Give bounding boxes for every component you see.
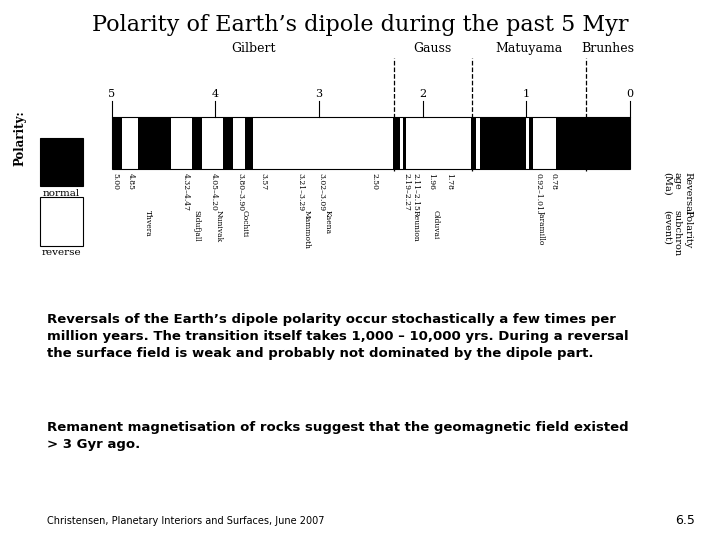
Bar (192, 117, 202, 169)
Text: Sidufjall: Sidufjall (192, 210, 200, 241)
Text: Christensen, Planetary Interiors and Surfaces, June 2007: Christensen, Planetary Interiors and Sur… (47, 516, 324, 526)
Text: Mammoth: Mammoth (302, 210, 310, 248)
Text: Polarity of Earth’s dipole during the past 5 Myr: Polarity of Earth’s dipole during the pa… (91, 14, 629, 36)
Bar (223, 117, 233, 169)
Bar (529, 117, 533, 169)
Text: Jaramillo: Jaramillo (538, 210, 546, 244)
Text: Cochiti: Cochiti (240, 210, 248, 237)
Bar (403, 117, 406, 169)
Text: Kaena: Kaena (323, 210, 331, 234)
Text: Thvera: Thvera (144, 210, 152, 237)
Text: 2.11–2.15: 2.11–2.15 (411, 173, 419, 211)
Text: 0.78: 0.78 (549, 173, 557, 190)
Text: 3: 3 (315, 89, 323, 99)
Text: 1.96: 1.96 (427, 173, 435, 190)
Bar (171, 117, 192, 169)
Text: 3.80–3.90: 3.80–3.90 (236, 173, 244, 212)
Bar (564, 117, 630, 169)
Text: Reunion: Reunion (411, 210, 419, 241)
Bar (406, 117, 471, 169)
Text: Reversal
age
(Ma): Reversal age (Ma) (662, 172, 692, 215)
Text: 5.00: 5.00 (112, 173, 120, 190)
Text: 6.5: 6.5 (675, 514, 695, 526)
Bar (533, 117, 557, 169)
Text: 1: 1 (523, 89, 530, 99)
Text: Polarity:: Polarity: (14, 110, 27, 166)
Bar (40, 197, 83, 246)
Bar (526, 117, 529, 169)
Bar (393, 117, 400, 169)
Text: reverse: reverse (41, 248, 81, 258)
Text: Gilbert: Gilbert (231, 42, 275, 55)
Text: 3.57: 3.57 (260, 173, 268, 191)
Bar (202, 117, 223, 169)
Text: 4.05–4.20: 4.05–4.20 (210, 173, 218, 211)
Text: 5: 5 (108, 89, 115, 99)
Text: Brunhes: Brunhes (582, 42, 635, 55)
Bar (112, 117, 122, 169)
Bar (476, 117, 480, 169)
Text: Gauss: Gauss (413, 42, 451, 55)
Bar (40, 138, 83, 186)
Bar (112, 117, 630, 169)
Text: Olduvai: Olduvai (432, 210, 440, 239)
Text: Reversals of the Earth’s dipole polarity occur stochastically a few times per
mi: Reversals of the Earth’s dipole polarity… (47, 313, 629, 360)
Text: 2: 2 (419, 89, 426, 99)
Text: 4.32–4.47: 4.32–4.47 (182, 173, 190, 211)
Text: 4: 4 (212, 89, 219, 99)
Bar (246, 117, 253, 169)
Text: Matuyama: Matuyama (495, 42, 562, 55)
Bar (253, 117, 393, 169)
Text: 3.21–3.29: 3.21–3.29 (296, 173, 304, 212)
Text: 3.02–3.09: 3.02–3.09 (317, 173, 325, 212)
Text: 2.50: 2.50 (371, 173, 379, 190)
Text: normal: normal (42, 189, 80, 198)
Bar (400, 117, 403, 169)
Bar (480, 117, 526, 169)
Text: Remanent magnetisation of rocks suggest that the geomagnetic field existed
> 3 G: Remanent magnetisation of rocks suggest … (47, 421, 629, 451)
Text: 0: 0 (626, 89, 634, 99)
Bar (122, 117, 138, 169)
Bar (233, 117, 246, 169)
Text: 2.19–2.27: 2.19–2.27 (403, 173, 411, 211)
Bar (557, 117, 564, 169)
Text: 1.78: 1.78 (446, 173, 454, 190)
Text: Polarity
subchron
(event): Polarity subchron (event) (662, 210, 692, 255)
Bar (471, 117, 476, 169)
Bar (138, 117, 171, 169)
Text: 0.92–1.01: 0.92–1.01 (535, 173, 543, 211)
Text: Nunivak: Nunivak (215, 210, 222, 241)
Text: 4.85: 4.85 (127, 173, 135, 190)
